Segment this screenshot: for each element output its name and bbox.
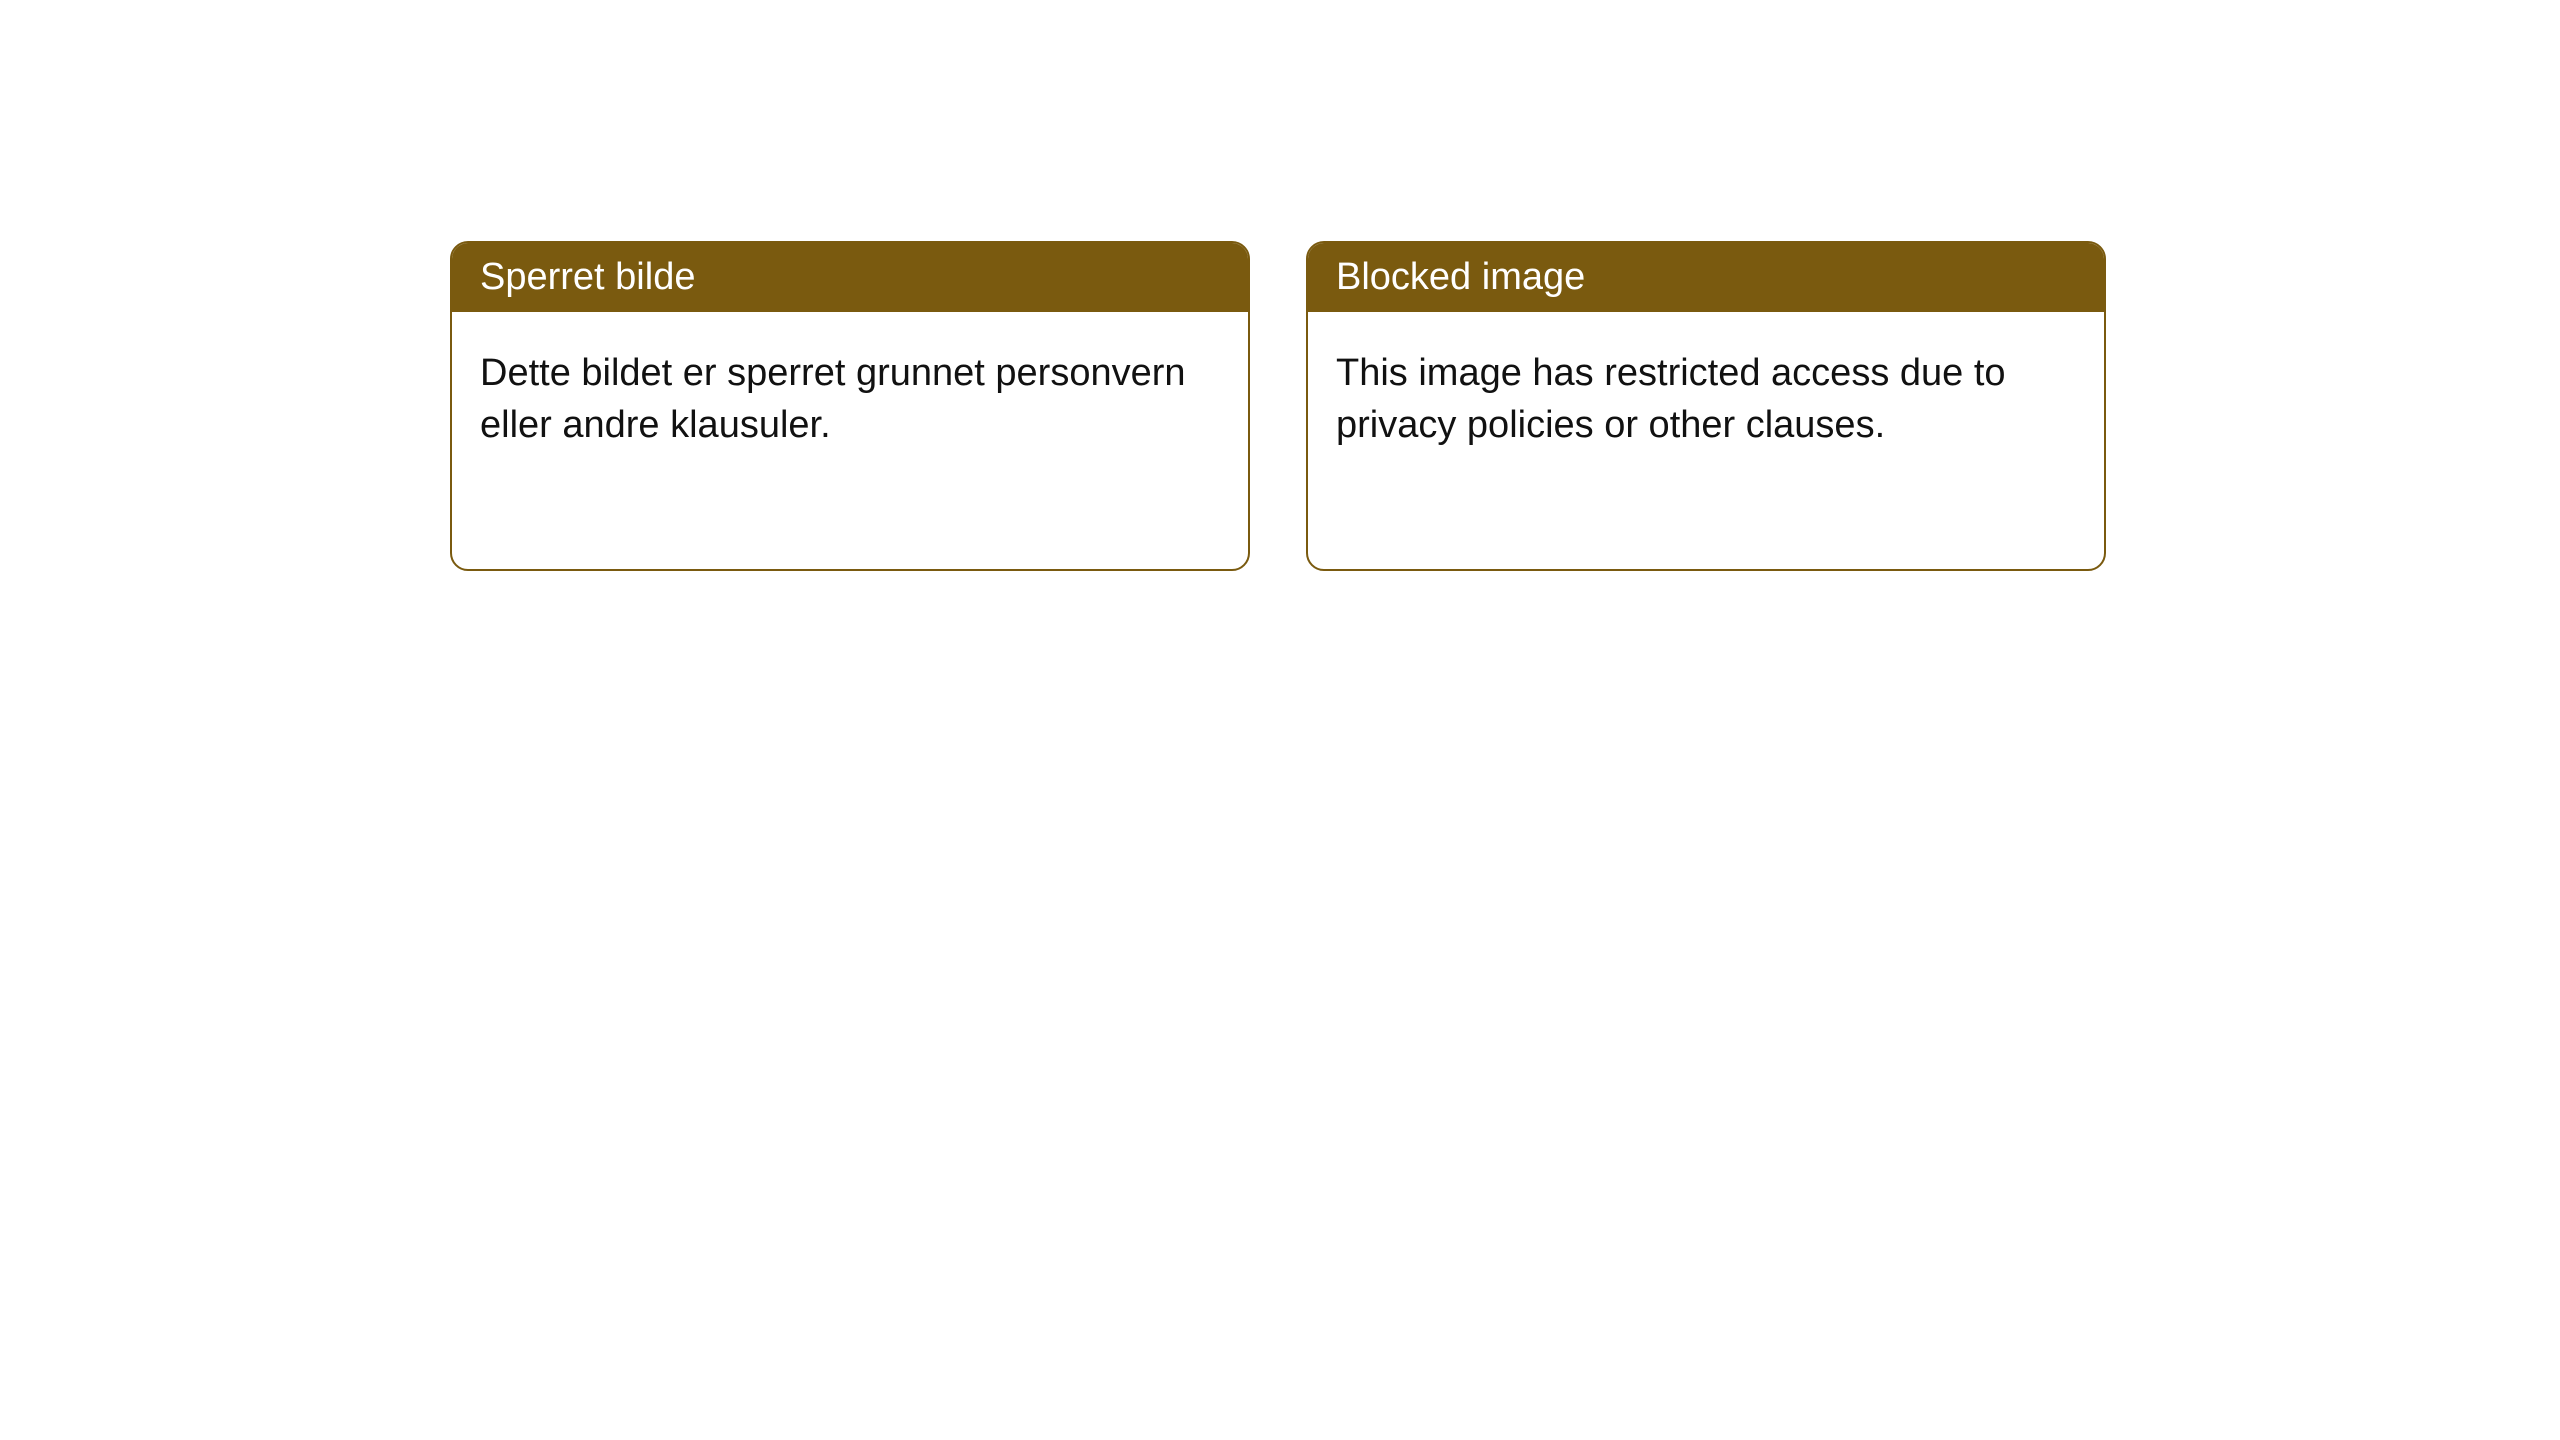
notice-header-english: Blocked image: [1308, 243, 2104, 312]
notice-header-norwegian: Sperret bilde: [452, 243, 1248, 312]
notice-card-norwegian: Sperret bilde Dette bildet er sperret gr…: [450, 241, 1250, 571]
notice-container: Sperret bilde Dette bildet er sperret gr…: [0, 0, 2560, 571]
notice-card-english: Blocked image This image has restricted …: [1306, 241, 2106, 571]
notice-body-norwegian: Dette bildet er sperret grunnet personve…: [452, 312, 1248, 487]
notice-body-english: This image has restricted access due to …: [1308, 312, 2104, 487]
